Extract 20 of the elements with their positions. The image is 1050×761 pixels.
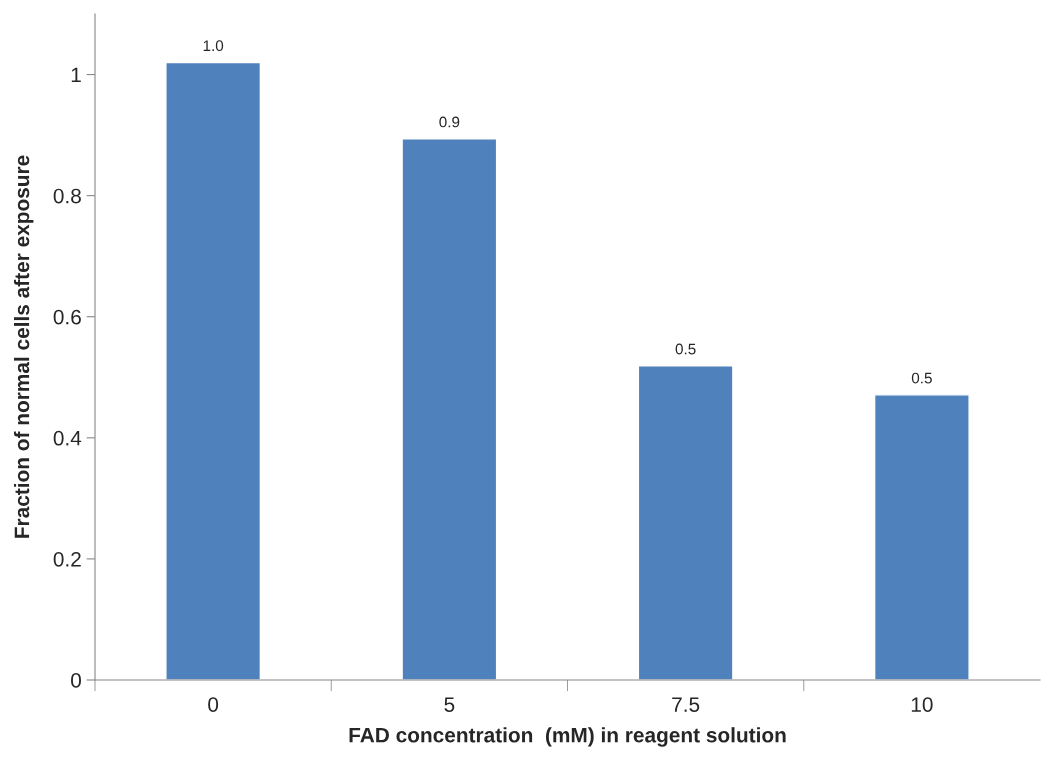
data-label: 0.5 bbox=[675, 343, 696, 355]
y-tick-label: 0.4 bbox=[53, 430, 82, 446]
bar bbox=[637, 365, 734, 680]
y-tick-label: 1 bbox=[71, 67, 81, 83]
bar bbox=[873, 394, 970, 680]
bar bbox=[401, 138, 498, 680]
data-label: 0.9 bbox=[439, 116, 460, 128]
y-tick-label: 0.2 bbox=[53, 551, 81, 567]
x-tick-label: 0 bbox=[208, 697, 219, 712]
x-tick-label: 5 bbox=[444, 697, 455, 712]
y-axis-title: Fraction of normal cells after exposure bbox=[13, 155, 34, 538]
y-tick-label: 0.8 bbox=[53, 188, 81, 204]
y-tick-label: 0 bbox=[71, 673, 81, 688]
x-tick-label: 10 bbox=[911, 697, 933, 712]
y-tick-label: 0.6 bbox=[53, 309, 81, 325]
data-label: 1.0 bbox=[203, 40, 224, 52]
data-label: 0.5 bbox=[911, 372, 932, 384]
bar bbox=[165, 61, 262, 680]
x-tick-label: 7.5 bbox=[672, 697, 700, 712]
x-axis-title: FAD concentration (mM) in reagent solution bbox=[349, 727, 786, 747]
